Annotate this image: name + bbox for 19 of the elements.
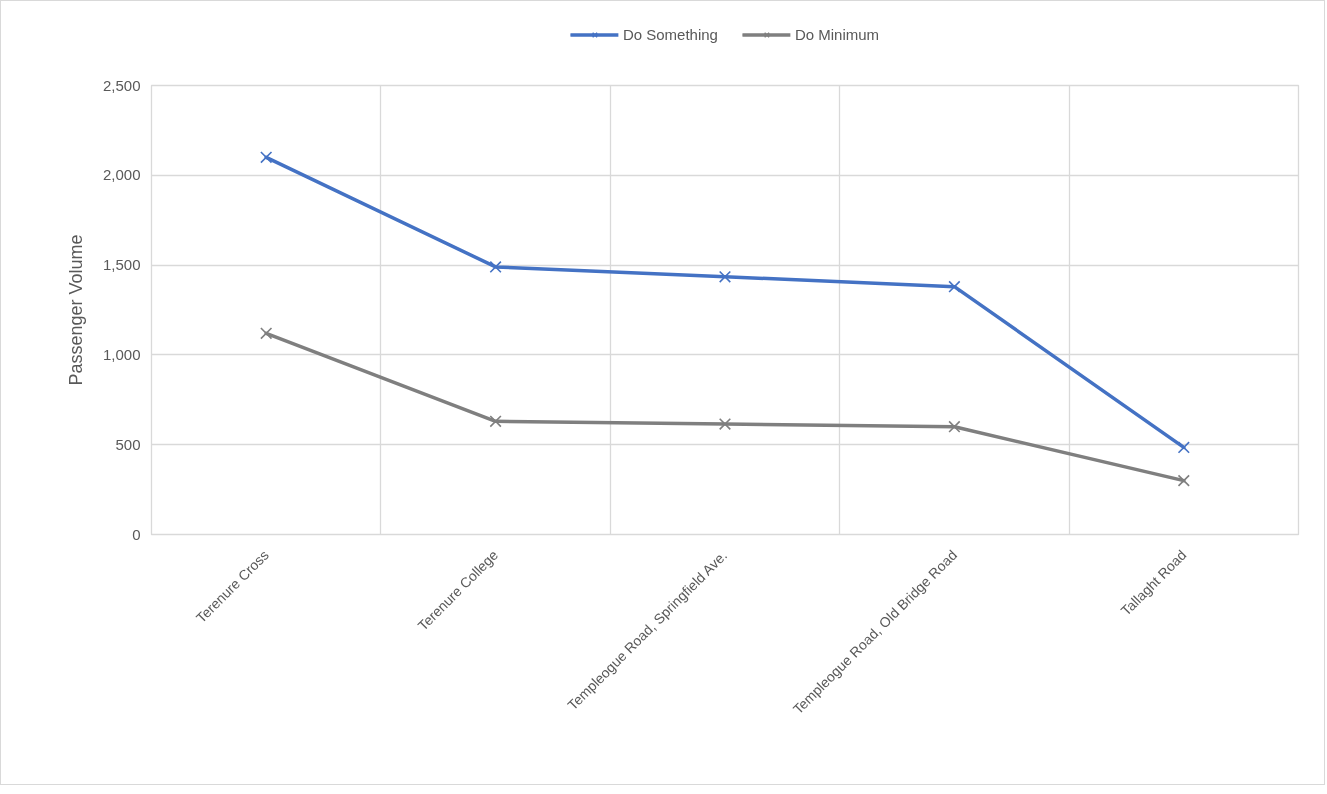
point	[489, 415, 502, 428]
y-axis-title: Passenger Volume	[65, 234, 86, 386]
y-tick-label: 1,500	[102, 256, 141, 274]
point	[1177, 441, 1190, 454]
point	[260, 327, 273, 340]
point	[948, 280, 961, 293]
point	[948, 420, 961, 433]
y-tick-label: 1,000	[102, 345, 141, 363]
y-tick-label: 2,000	[102, 166, 141, 184]
y-tick-label: 2,500	[102, 76, 141, 94]
point	[260, 151, 273, 164]
y-tick-label: 500	[115, 435, 141, 453]
legend-label: Do Minimum	[794, 25, 880, 43]
point	[718, 270, 732, 283]
point	[718, 417, 732, 431]
point	[1177, 474, 1190, 487]
legend-label: Do Something	[622, 25, 718, 43]
point	[489, 260, 502, 273]
y-tick-label: 0	[132, 525, 141, 543]
